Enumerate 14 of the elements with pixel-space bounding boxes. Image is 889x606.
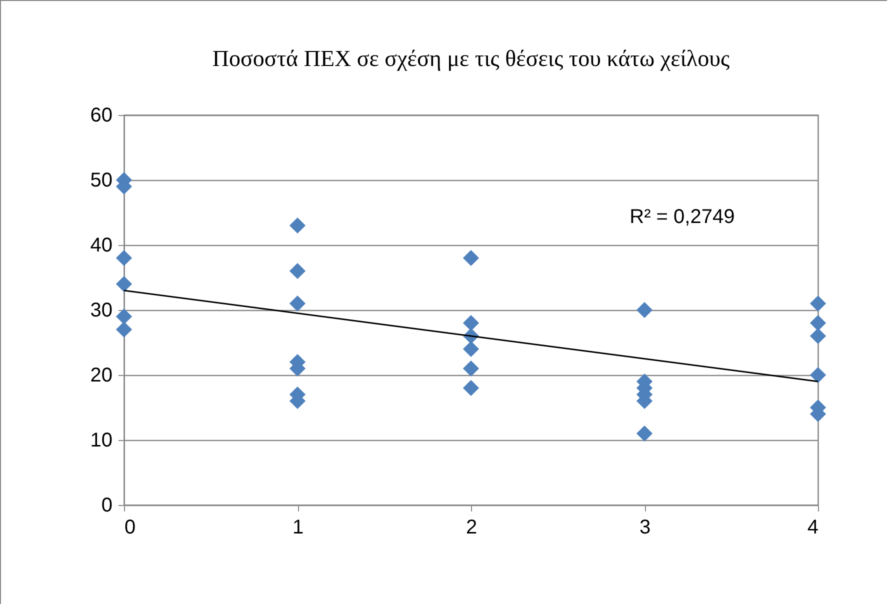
annotation: R² = 0,2749 (630, 206, 735, 228)
x-tick-label: 0 (124, 516, 136, 538)
y-tick-label: 20 (90, 364, 112, 386)
y-tick-label: 0 (101, 494, 112, 516)
x-tick-label: 1 (292, 516, 304, 538)
chart-title: Ποσοστά ΠΕΧ σε σχέση με τις θέσεις του κάτω χείλους (212, 46, 730, 71)
y-tick-label: 60 (90, 104, 112, 126)
y-tick-label: 50 (90, 170, 112, 192)
x-tick-label: 3 (639, 516, 651, 538)
x-tick-label: 4 (807, 516, 818, 538)
y-tick-label: 40 (90, 234, 112, 256)
y-tick-label: 30 (90, 300, 112, 322)
y-tick-label: 10 (90, 430, 112, 452)
x-tick-label: 2 (466, 516, 478, 538)
